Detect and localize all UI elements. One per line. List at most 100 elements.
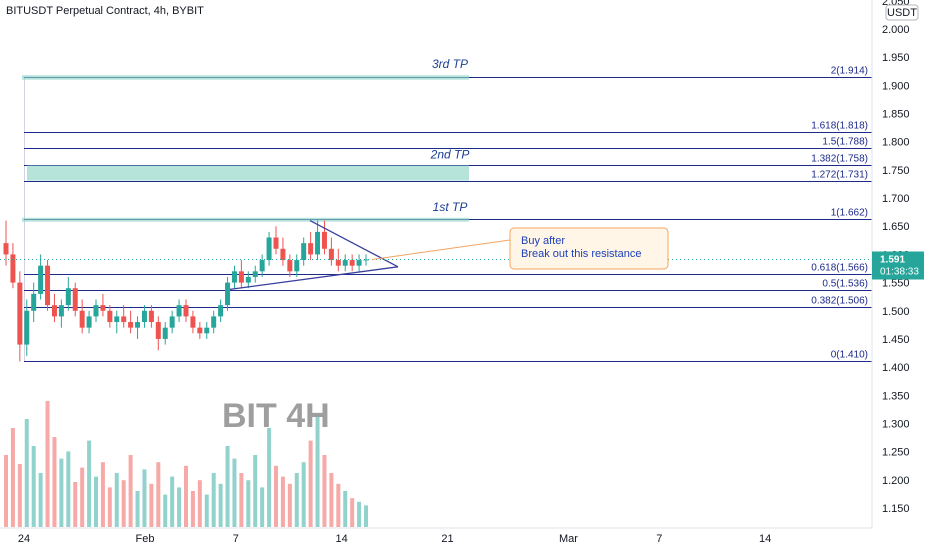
currency-badge[interactable]: USDT [885, 4, 919, 21]
watermark: BIT 4H [222, 397, 330, 435]
x-tick-label: 24 [18, 533, 30, 545]
y-tick-label: 1.700 [882, 193, 910, 205]
volume-bar [177, 487, 182, 527]
volume-bar [114, 473, 119, 527]
volume-bar [52, 437, 57, 527]
volume-bar [80, 467, 85, 527]
candle-body [238, 271, 244, 283]
fib-level-label: 0(1.410) [831, 350, 868, 361]
candle-body [342, 260, 348, 266]
volume-bar [38, 473, 43, 527]
volume-bar [253, 455, 258, 527]
volume-bar [107, 487, 112, 527]
bar-countdown: 01:38:33 [880, 267, 919, 278]
y-tick-label: 1.650 [882, 221, 910, 233]
volume-bar [94, 476, 98, 527]
volume-bar [66, 451, 71, 527]
candle-body [24, 310, 30, 345]
candle-body [72, 288, 78, 311]
candle-body [266, 237, 272, 261]
x-tick-label: Feb [136, 533, 155, 545]
volume-bar [350, 498, 355, 527]
fib-level-label: 0.618(1.566) [811, 263, 868, 274]
candle-body [328, 248, 334, 261]
candle-body [38, 265, 44, 294]
candle-body [252, 271, 258, 277]
candle-body [231, 271, 237, 283]
y-tick-label: 1.800 [882, 137, 910, 149]
current-price-value: 1.591 [880, 255, 905, 266]
candlesticks [3, 220, 369, 362]
candle-body [155, 322, 161, 339]
volume-bar [280, 476, 285, 527]
candle-body [273, 237, 279, 249]
volume-bar [197, 480, 202, 527]
fib-level-label: 1.272(1.731) [811, 170, 868, 181]
y-tick-label: 1.750 [882, 165, 910, 177]
candle-body [162, 327, 168, 339]
volume-bar [211, 473, 216, 527]
candle-body [10, 254, 16, 283]
triangle-upper-line [309, 220, 399, 268]
x-tick-label: 14 [759, 533, 771, 545]
candle-body [148, 310, 154, 323]
volume-bar [246, 480, 251, 527]
triangle-pattern [0, 220, 872, 290]
fib-level-label: 0.382(1.506) [811, 296, 868, 307]
volume-bar [190, 491, 195, 527]
annotation-box [509, 227, 669, 270]
volume-bar [260, 487, 265, 527]
volume-bar [45, 401, 50, 527]
volume-bar [163, 494, 168, 527]
volume-bar [142, 469, 147, 527]
y-tick-label: 1.300 [882, 418, 910, 430]
volume-bar [315, 415, 320, 527]
candle-body [169, 316, 175, 328]
candle-body [114, 316, 120, 323]
volume-bar [225, 446, 230, 527]
fib-level-label: 1.618(1.818) [811, 121, 868, 132]
currency-badge-box [885, 4, 919, 21]
volume-bar [287, 483, 292, 527]
x-tick-label: 14 [336, 533, 348, 545]
candle-body [204, 327, 210, 334]
fib-level-label: 1(1.662) [831, 208, 868, 219]
volume-bar [10, 428, 15, 527]
candle-body [183, 305, 189, 317]
triangle-lower-line [229, 266, 399, 290]
volume-bar [156, 462, 161, 527]
volume-bar [274, 465, 278, 527]
candle-body [17, 282, 23, 345]
y-tick-label: 2.000 [882, 24, 910, 36]
candle-body [356, 260, 362, 266]
candle-body [190, 316, 196, 328]
y-tick-label: 1.250 [882, 447, 910, 459]
candle-body [176, 305, 182, 317]
volume-bar [87, 440, 92, 527]
y-tick-label: 1.150 [882, 503, 910, 515]
volume-bar [322, 455, 327, 527]
volume-bar [364, 505, 368, 527]
y-tick-label: 1.950 [882, 52, 910, 64]
time-axis[interactable]: 24 Feb 7 14 21 Mar 7 14 [18, 533, 771, 545]
price-axis[interactable]: 2.050 2.000 1.950 1.900 1.850 1.800 1.750 1.700… [882, 0, 910, 515]
candle-body [86, 316, 92, 328]
candle-body [321, 231, 327, 249]
candle-body [3, 243, 9, 255]
candle-body [287, 260, 293, 272]
volume-bar [100, 462, 105, 527]
y-tick-label: 1.550 [882, 278, 910, 290]
y-tick-label: 1.200 [882, 475, 910, 487]
candle-body [100, 305, 106, 311]
take-profit-zones: 1st TP 2nd TP 3rd TP [22, 57, 469, 222]
candle-body [315, 231, 321, 255]
take-profit-label: 3rd TP [432, 57, 468, 71]
x-tick-label: 7 [233, 533, 239, 545]
candle-body [128, 322, 134, 328]
take-profit-zone [27, 165, 469, 181]
fib-level-label: 0.5(1.536) [822, 279, 868, 290]
y-tick-label: 1.350 [882, 390, 910, 402]
